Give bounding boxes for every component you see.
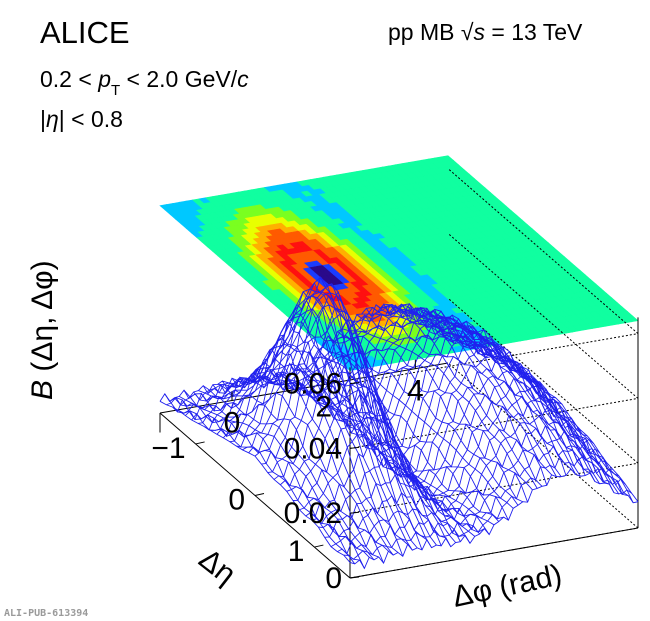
eta-open: | [40,106,46,132]
surface-line-phi [284,375,476,537]
surface-line-phi [246,304,437,546]
surface-line-phi [241,292,432,548]
surface-line-phi [169,397,360,561]
z-tick [349,446,360,449]
system-label: pp MB √s = 13 TeV [388,19,583,45]
surface-mesh [159,275,639,570]
energy-value: = 13 TeV [485,19,583,45]
surface-line-phi [404,311,596,482]
z-axis-title-rest: (Δη, Δφ) [26,260,59,380]
surface-line-phi [332,334,523,503]
x-tick-label: 2 [315,391,332,424]
pt-c: c [237,66,249,92]
y-axis-title: Δη [193,543,242,592]
eta-var: η [46,106,59,132]
surface-line-phi [265,371,456,543]
surface-line-phi [342,328,533,491]
z-gridline-side [447,362,639,529]
x-tick-label: 4 [407,375,424,408]
pt-high: < 2.0 GeV/ [120,66,238,92]
surface-line-phi [174,397,365,569]
surface-line-phi [289,363,480,535]
surface-line-phi [303,363,495,526]
y-tick-label: 0 [228,484,245,517]
surface-line-phi [202,363,394,556]
z-axis-title: B (Δη, Δφ) [26,260,59,400]
eta-cut-label: |η| < 0.8 [40,106,123,132]
surface-line-phi [313,356,504,520]
surface-line-phi [356,313,548,486]
pt-low: 0.2 < [40,66,98,92]
surface-line-phi [236,283,428,541]
system-prefix: pp MB [388,19,461,45]
z-tick-label: 0.04 [284,432,342,465]
surface-line-phi [193,391,385,564]
surface-line-phi [231,276,423,551]
surface-line-phi [423,324,615,493]
surface-line-phi [207,343,399,553]
z-gridline [349,527,639,579]
surface-line-phi [183,389,375,561]
eta-close: | < 0.8 [59,106,123,132]
pt-var: p [97,66,111,92]
surface-line-phi [294,369,485,533]
surface-line-phi [337,331,529,503]
x-tick-label: 0 [224,406,241,439]
y-tick [254,493,265,496]
y-tick [195,441,205,445]
surface-line-phi [347,319,538,489]
axis-ticks: 00.020.040.060 2 4−101 [151,359,424,595]
surface-line-phi [394,304,586,476]
y-tick [314,544,324,548]
surface-line-phi [322,346,514,509]
publication-id: ALI-PUB-613394 [4,608,88,619]
x-axis-title-unit: (rad) [496,559,565,604]
surface-line-phi [351,314,543,487]
z-gridline [349,397,639,449]
surface-line-phi [409,313,600,484]
z-tick [349,382,360,385]
surface-line-phi [159,400,351,563]
surface-line-phi [443,334,634,503]
surface-line-phi [279,373,471,544]
y-tick-label: 1 [288,535,305,568]
surface-line-phi [370,303,562,477]
z-tick-label: 0.02 [284,497,342,530]
surface-line-phi [222,295,413,551]
surface-line-phi [298,364,490,535]
surface-line-phi [447,338,639,502]
surface-line-phi [318,349,509,521]
z-tick [349,511,360,514]
surface-line-phi [385,304,576,475]
sqrt-symbol: √ [461,19,474,45]
surface-line-phi [438,332,629,497]
z-gridline-side [447,233,639,399]
surface-line-phi [433,323,624,493]
surface-line-phi [250,313,442,547]
pt-subscript: T [111,82,120,99]
z-gridline-side [447,297,639,464]
x-axis-title: Δφ(rad) [450,559,565,614]
x-axis-title-name: Δφ [450,573,495,613]
z-tick-label: 0 [325,562,342,595]
s-symbol: s [474,19,486,45]
surface-line-phi [260,355,452,547]
surface-line-phi [188,393,379,558]
z-gridline [349,333,639,385]
z-tick-label: 0.06 [284,368,342,401]
experiment-label: ALICE [40,15,130,50]
surface-line-phi [361,313,552,476]
z-tick [349,576,360,579]
y-tick-label: −1 [151,432,185,465]
surface-line-phi [178,396,370,558]
z-gridline-side [447,168,639,334]
pt-range-label: 0.2 < pT < 2.0 GeV/c [40,66,249,99]
z-axis-title-B: B [26,380,59,400]
